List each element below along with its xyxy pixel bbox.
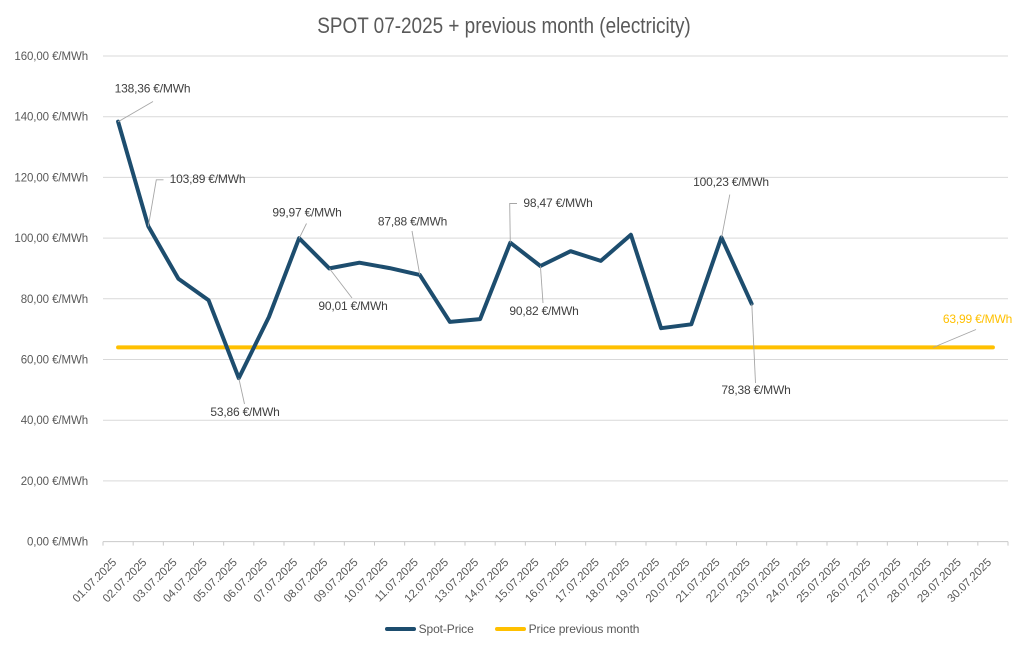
- data-label-leader: [751, 303, 756, 384]
- legend-spot-price-label: Spot-Price: [418, 622, 474, 636]
- data-label: 90,01 €/MWh: [318, 299, 387, 313]
- legend-prev-month-label: Price previous month: [528, 622, 640, 636]
- data-label-leader: [932, 329, 977, 348]
- data-label-leader: [721, 194, 731, 238]
- legend: Spot-Price Price previous month: [0, 621, 1024, 637]
- y-tick-label: 100,00 €/MWh: [14, 233, 88, 245]
- data-label-leader: [411, 230, 421, 275]
- data-label: 100,23 €/MWh: [693, 175, 769, 189]
- y-tick-label: 80,00 €/MWh: [21, 294, 88, 306]
- y-tick-label: 160,00 €/MWh: [14, 51, 88, 63]
- data-label-leader: [238, 378, 245, 405]
- data-label-leader: [539, 265, 544, 304]
- data-label-leader: [298, 223, 307, 239]
- data-label: 53,86 €/MWh: [210, 405, 279, 419]
- y-tick-label: 120,00 €/MWh: [14, 172, 88, 184]
- data-label: 78,38 €/MWh: [721, 383, 790, 397]
- y-tick-label: 0,00 €/MWh: [27, 537, 88, 549]
- legend-prev-month-line: [494, 627, 526, 631]
- data-label: 99,97 €/MWh: [272, 206, 341, 220]
- data-label-leader: [147, 179, 164, 227]
- y-tick-label: 40,00 €/MWh: [21, 415, 88, 427]
- data-label: 90,82 €/MWh: [509, 304, 578, 318]
- data-label-leader: [117, 101, 154, 123]
- y-tick-label: 20,00 €/MWh: [21, 476, 88, 488]
- y-tick-label: 60,00 €/MWh: [21, 355, 88, 367]
- data-label-leader: [328, 268, 353, 299]
- data-label: 63,99 €/MWh: [943, 312, 1012, 326]
- data-label: 98,47 €/MWh: [523, 196, 592, 210]
- data-label-leader: [509, 203, 517, 243]
- y-tick-label: 140,00 €/MWh: [14, 112, 88, 124]
- spot-price-line: [116, 119, 754, 381]
- legend-spot-price-line: [384, 627, 416, 631]
- data-label: 103,89 €/MWh: [170, 172, 246, 186]
- chart-title: SPOT 07-2025 + previous month (electrici…: [317, 12, 691, 38]
- data-label: 138,36 €/MWh: [115, 82, 191, 96]
- data-label: 87,88 €/MWh: [378, 215, 447, 229]
